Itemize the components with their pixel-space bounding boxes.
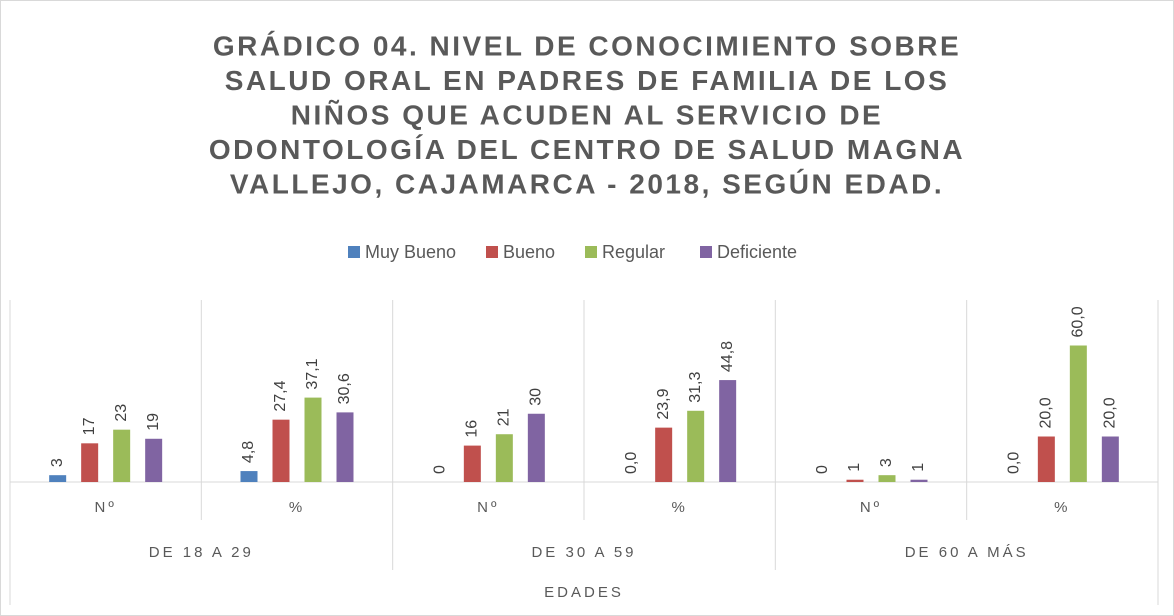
chart-title: SALUD ORAL EN PADRES DE FAMILIA DE LOS xyxy=(225,65,950,96)
legend-swatch xyxy=(348,246,360,258)
bar xyxy=(527,413,545,482)
legend-label: Muy Bueno xyxy=(365,242,456,262)
value-label: 16 xyxy=(464,420,481,438)
chart-title: ODONTOLOGÍA DEL CENTRO DE SALUD MAGNA xyxy=(209,134,965,165)
chart-title: VALLEJO, CAJAMARCA - 2018, SEGÚN EDAD. xyxy=(230,168,944,199)
bar xyxy=(49,475,67,482)
chart-title: GRÁDICO 04. NIVEL DE CONOCIMIENTO SOBRE xyxy=(213,30,961,61)
bar xyxy=(240,471,258,482)
bar xyxy=(1037,436,1055,482)
value-label: 1 xyxy=(910,463,927,472)
value-label: 20,0 xyxy=(1102,397,1119,428)
x-tick-label: Nº xyxy=(95,499,117,516)
bar xyxy=(878,475,896,482)
value-label: 30 xyxy=(528,388,545,406)
chart-title: NIÑOS QUE ACUDEN AL SERVICIO DE xyxy=(291,99,883,130)
bar xyxy=(336,412,354,482)
x-tick-label: Nº xyxy=(477,499,499,516)
bar xyxy=(272,419,290,482)
bar xyxy=(463,445,481,482)
value-label: 0,0 xyxy=(623,452,640,474)
bar xyxy=(719,380,737,482)
x-tick-label: % xyxy=(671,499,687,516)
bar xyxy=(910,479,928,482)
x-tick-label: % xyxy=(1054,499,1070,516)
group-label: DE 60 A MÁS xyxy=(905,544,1029,561)
legend-label: Regular xyxy=(602,242,665,262)
bar xyxy=(304,397,322,482)
x-tick-label: % xyxy=(289,499,305,516)
value-label: 23 xyxy=(113,404,130,422)
value-label: 20,0 xyxy=(1038,397,1055,428)
bar xyxy=(846,479,864,482)
value-label: 4,8 xyxy=(240,441,257,463)
bar xyxy=(655,427,673,482)
value-label: 21 xyxy=(496,408,513,426)
value-label: 17 xyxy=(81,417,98,435)
legend-label: Deficiente xyxy=(717,242,797,262)
bar xyxy=(1101,436,1119,482)
value-label: 44,8 xyxy=(719,341,736,372)
x-axis-title: EDADES xyxy=(544,584,624,601)
value-label: 0,0 xyxy=(1006,452,1023,474)
value-label: 23,9 xyxy=(655,388,672,419)
value-label: 27,4 xyxy=(272,380,289,411)
bar xyxy=(81,443,99,482)
bar xyxy=(145,438,163,482)
value-label: 3 xyxy=(878,458,895,467)
value-label: 3 xyxy=(49,458,66,467)
value-label: 19 xyxy=(145,413,162,431)
bar xyxy=(1069,345,1087,482)
value-label: 31,3 xyxy=(687,372,704,403)
value-label: 0 xyxy=(432,465,449,474)
value-label: 37,1 xyxy=(304,358,321,389)
legend-swatch xyxy=(700,246,712,258)
legend-swatch xyxy=(585,246,597,258)
bar xyxy=(495,434,513,482)
value-label: 0 xyxy=(814,465,831,474)
bar xyxy=(113,429,131,482)
group-label: DE 30 A 59 xyxy=(531,544,636,561)
legend-label: Bueno xyxy=(503,242,555,262)
bar xyxy=(687,410,705,482)
legend-swatch xyxy=(486,246,498,258)
group-label: DE 18 A 29 xyxy=(149,544,254,561)
value-label: 1 xyxy=(846,463,863,472)
value-label: 30,6 xyxy=(336,373,353,404)
value-label: 60,0 xyxy=(1070,306,1087,337)
x-tick-label: Nº xyxy=(860,499,882,516)
